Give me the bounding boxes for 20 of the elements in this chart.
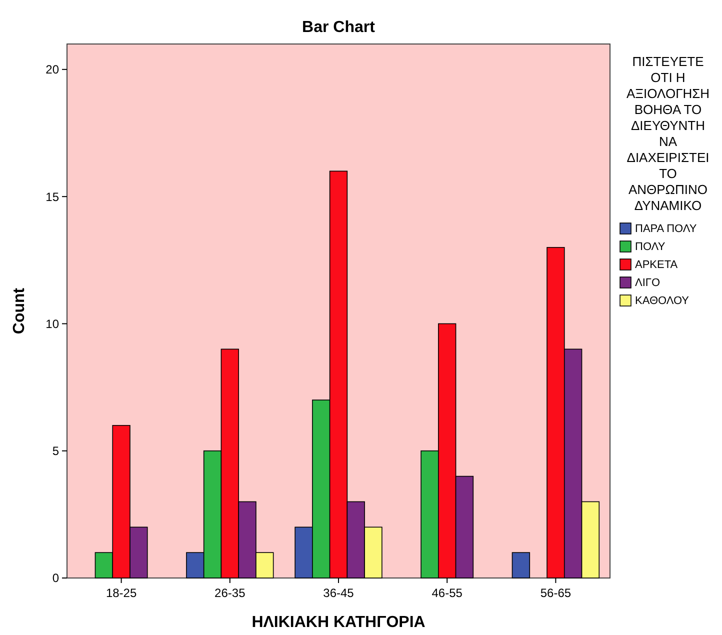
y-axis-title: Count [11,287,28,334]
x-tick-label: 56-65 [540,586,572,600]
y-tick-label: 10 [46,316,60,331]
x-tick-label: 36-45 [323,586,354,600]
y-tick-label: 0 [52,571,60,586]
legend-label: ΠΑΡΑ ΠΟΛΥ [635,222,698,235]
x-tick-label: 18-25 [106,586,137,600]
legend-label: ΛΙΓΟ [635,276,660,289]
chart-title: Bar Chart [302,19,376,36]
y-tick-label: 5 [52,444,60,458]
y-tick-label: 20 [46,62,60,77]
text: ΠΙΣΤΕΥΕΤΕ ΟΤΙ Η ΑΞΙΟΛΟΓΗΣΗ ΒΟΗΘΑ ΤΟ ΔΙΕΥΘΥΝΤΗ ΝΑ ΔΙΑΧΕΙΡΙΣΤΕΙ ΤΟ ΑΝΘΡΩΠΙΝΟ ΔΥΝΑΜΙΚΟ [626,54,710,213]
x-tick-label: 26-35 [214,586,246,600]
legend-label: ΠΟΛΥ [635,240,666,253]
legend-label: ΚΑΘΟΛΟΥ [635,294,690,307]
x-tick-label: 46-55 [432,586,463,600]
y-tick-label: 15 [46,190,60,204]
legend-label: ΑΡΚΕΤΑ [635,258,678,271]
bar [512,552,530,578]
x-axis-title: ΗΛΙΚΙΑΚΗ ΚΑΤΗΓΟΡΙΑ [252,614,426,631]
